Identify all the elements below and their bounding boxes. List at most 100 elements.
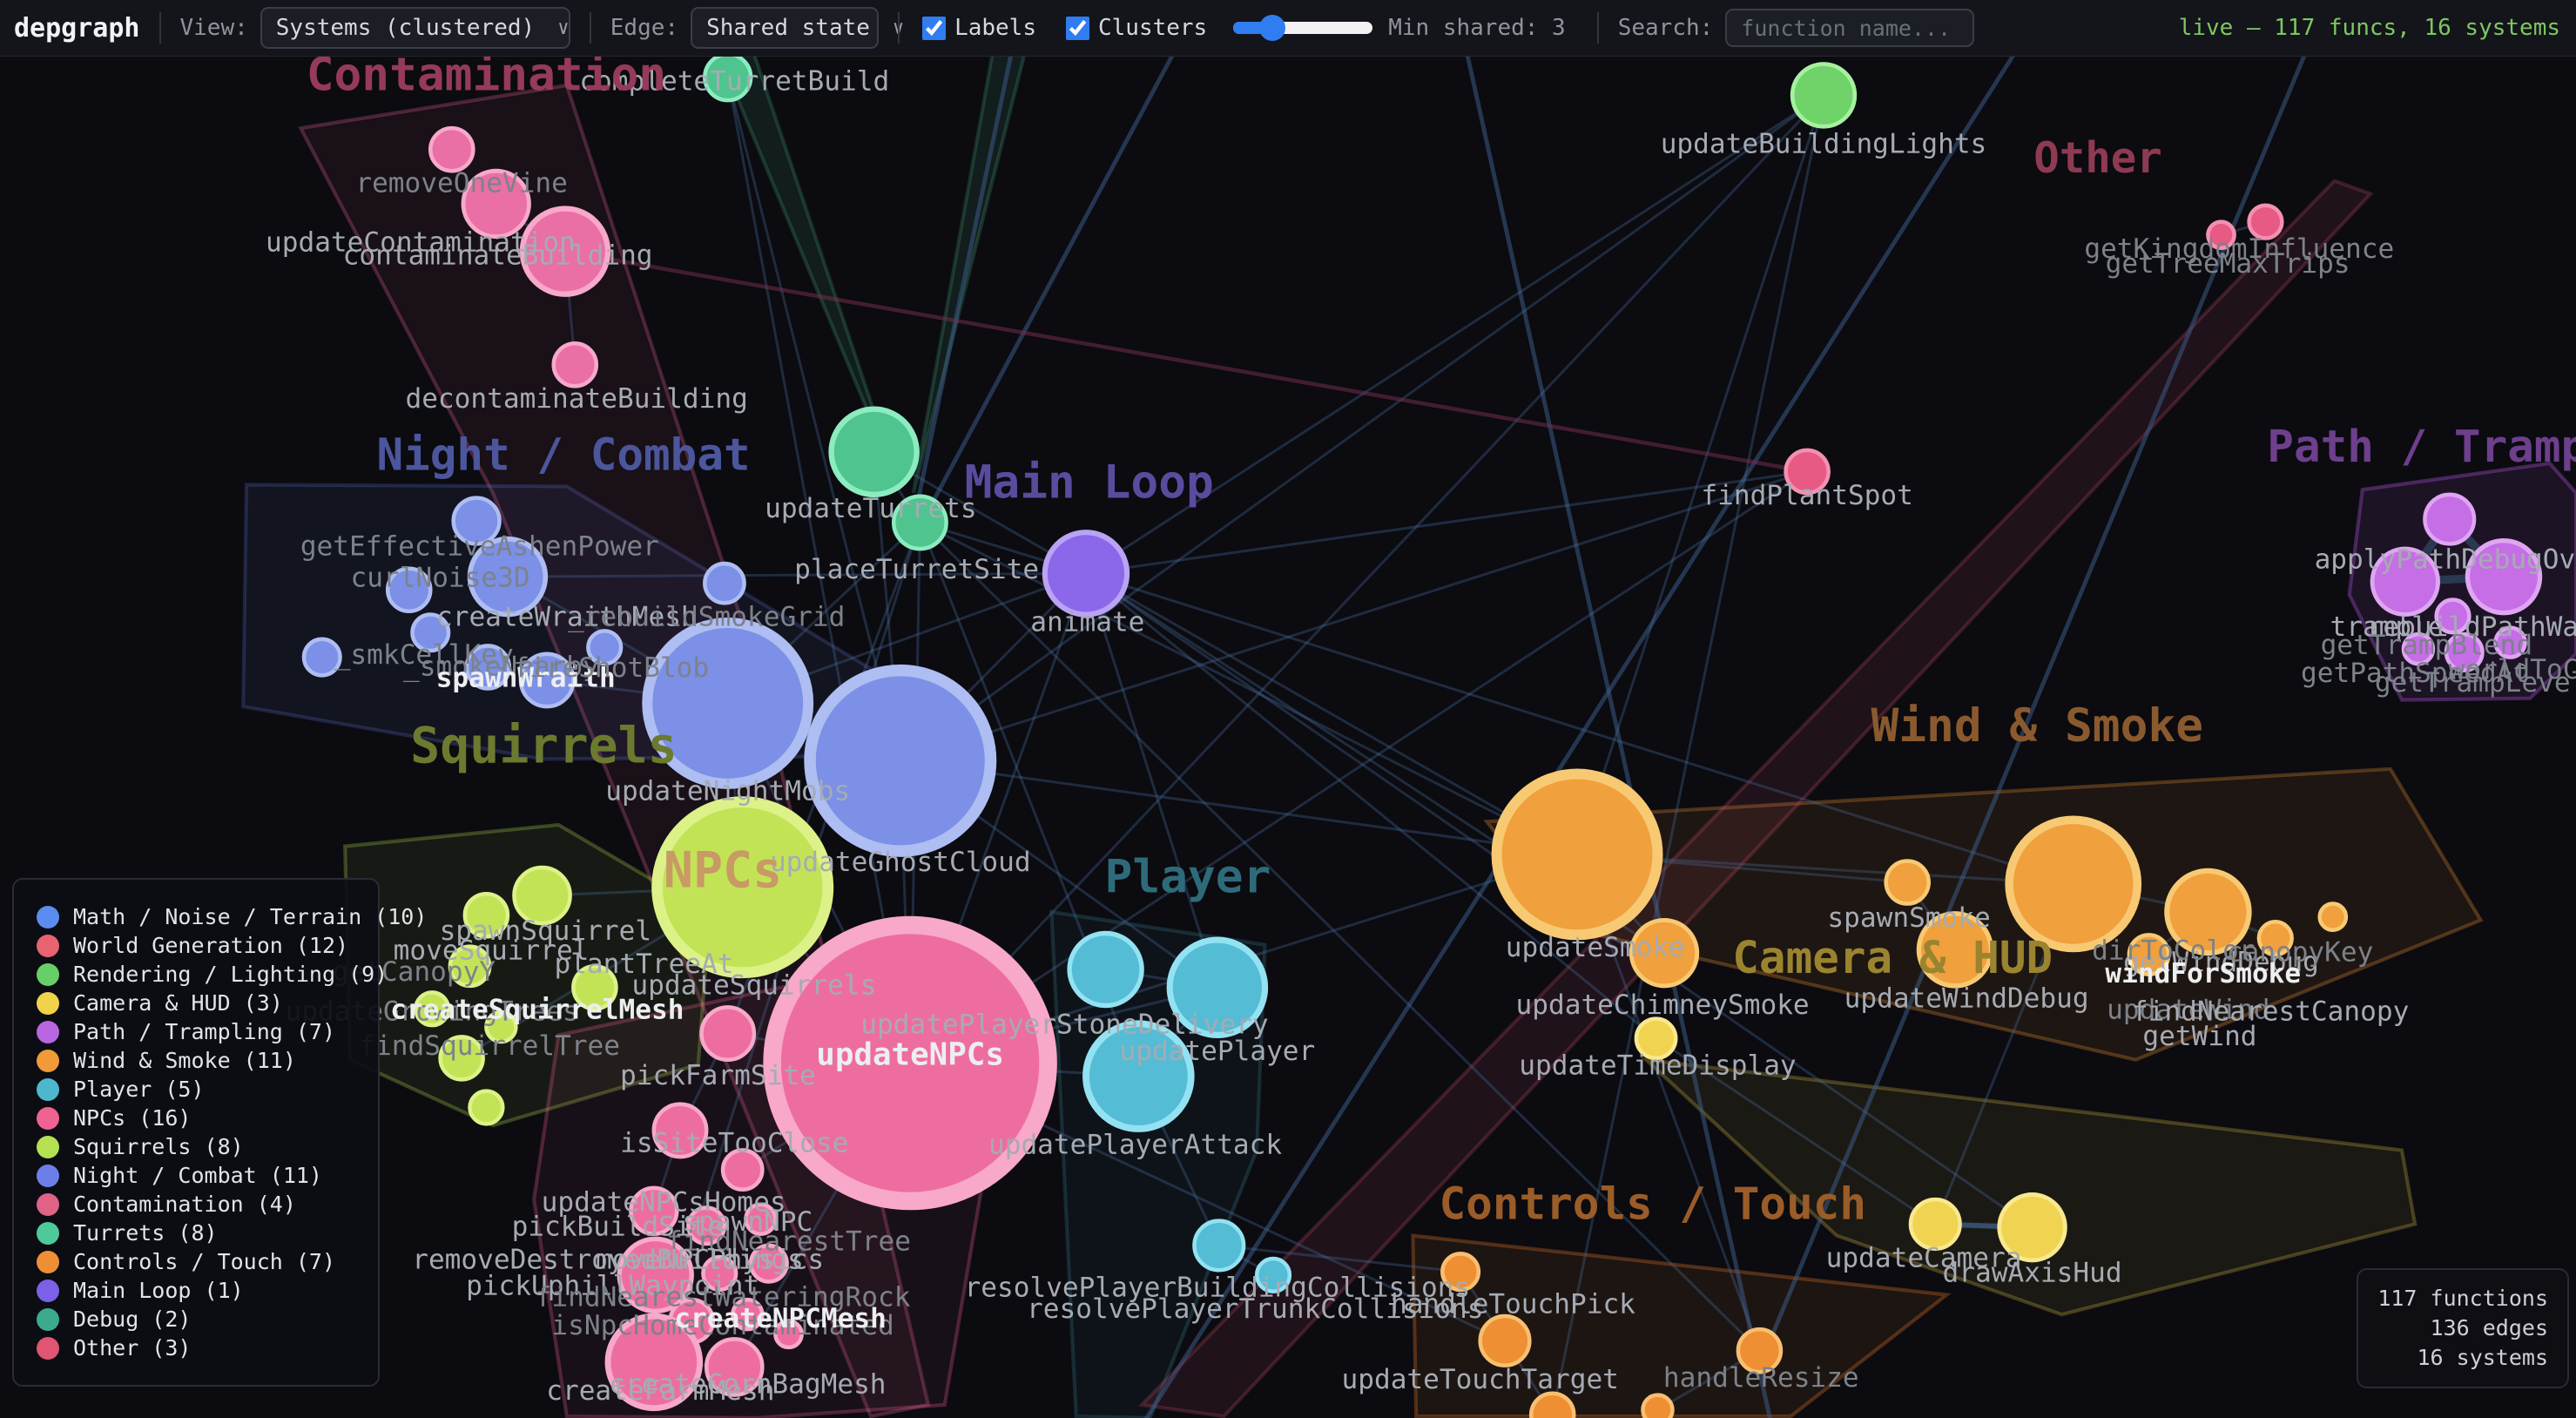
labels-checkbox[interactable] xyxy=(922,16,947,40)
graph-node-g1[interactable] xyxy=(1440,1252,1481,1293)
legend-item[interactable]: Camera & HUD (3) xyxy=(37,989,378,1017)
legend-item[interactable]: Turrets (8) xyxy=(37,1219,378,1247)
graph-node-p6[interactable] xyxy=(744,1202,778,1236)
clusters-checkbox[interactable] xyxy=(1065,16,1089,40)
graph-node-q5[interactable] xyxy=(2401,631,2436,666)
graph-node-g5[interactable] xyxy=(1641,1393,1675,1418)
graph-node-h2[interactable] xyxy=(1908,1197,1962,1251)
graph-node-s3[interactable] xyxy=(448,944,492,989)
graph-node-p12[interactable] xyxy=(604,1313,704,1412)
graph-node-p11[interactable] xyxy=(731,1297,765,1332)
graph-node-w9[interactable] xyxy=(2317,901,2349,932)
graph-node-n5[interactable] xyxy=(301,637,342,678)
graph-edge xyxy=(919,521,1761,1352)
graph-node-h1[interactable] xyxy=(1634,1016,1678,1061)
graph-node-o2[interactable] xyxy=(2247,203,2284,240)
legend-item[interactable]: Path / Trampling (7) xyxy=(37,1017,378,1046)
graph-node-t1[interactable] xyxy=(828,406,920,498)
graph-node-p3[interactable] xyxy=(720,1148,765,1192)
graph-node-p0[interactable] xyxy=(763,915,1057,1211)
graph-node-c2[interactable] xyxy=(461,168,531,240)
graph-node-n6[interactable] xyxy=(464,644,512,691)
legend-item[interactable]: Math / Noise / Terrain (10) xyxy=(37,902,427,931)
graph-node-g2[interactable] xyxy=(1478,1313,1532,1367)
slider-thumb[interactable] xyxy=(1259,15,1286,41)
graph-node-w2[interactable] xyxy=(1629,917,1700,989)
graph-node-n11[interactable] xyxy=(703,561,746,605)
graph-node-q4[interactable] xyxy=(2434,598,2471,635)
graph-node-n3[interactable] xyxy=(385,566,433,614)
graph-node-q1[interactable] xyxy=(2423,492,2477,546)
graph-node-q3[interactable] xyxy=(2465,537,2543,616)
graph-node-y5[interactable] xyxy=(1254,1256,1292,1294)
graph-node-n10[interactable] xyxy=(804,664,997,857)
graph-node-s7[interactable] xyxy=(484,1009,518,1044)
graph-node-n9[interactable] xyxy=(642,617,814,789)
graph-node-y4[interactable] xyxy=(1192,1219,1246,1273)
graph-node-w4[interactable] xyxy=(1916,911,1994,989)
graph-node-c4[interactable] xyxy=(551,341,599,388)
graph-node-q6[interactable] xyxy=(2444,631,2485,672)
search-input[interactable] xyxy=(1725,9,1975,47)
legend-item[interactable]: Other (3) xyxy=(37,1334,378,1362)
graph-node-y2[interactable] xyxy=(1166,936,1269,1039)
edge-select[interactable]: Shared state ∨ xyxy=(691,7,904,49)
graph-node-p5[interactable] xyxy=(686,1205,727,1246)
legend-item[interactable]: Squirrels (8) xyxy=(37,1132,378,1161)
legend-item[interactable]: NPCs (16) xyxy=(37,1104,378,1132)
legend-item[interactable]: Debug (2) xyxy=(37,1305,378,1334)
graph-node-p14[interactable] xyxy=(773,1319,804,1350)
legend-color-dot xyxy=(37,1221,59,1245)
legend-item[interactable]: Wind & Smoke (11) xyxy=(37,1046,378,1075)
graph-node-w6[interactable] xyxy=(2164,868,2252,956)
graph-node-c3[interactable] xyxy=(519,206,611,297)
graph-node-n1[interactable] xyxy=(451,496,502,546)
legend-item[interactable]: Rendering / Lighting (9) xyxy=(37,960,388,989)
graph-node-y1[interactable] xyxy=(1067,930,1144,1009)
graph-node-o3[interactable] xyxy=(1784,448,1831,496)
graph-node-w8[interactable] xyxy=(2256,920,2294,957)
graph-node-y3[interactable] xyxy=(1082,1020,1195,1132)
legend-item[interactable]: Main Loop (1) xyxy=(37,1276,378,1305)
min-shared-slider[interactable] xyxy=(1233,15,1373,41)
graph-node-n4[interactable] xyxy=(410,612,451,653)
graph-node-o1[interactable] xyxy=(2206,219,2236,251)
graph-node-w5[interactable] xyxy=(2005,815,2142,953)
graph-node-s4[interactable] xyxy=(414,990,451,1028)
graph-node-q7[interactable] xyxy=(2493,625,2527,659)
graph-node-t2[interactable] xyxy=(891,494,948,551)
graph-node-s2[interactable] xyxy=(462,891,510,939)
graph-node-m1[interactable] xyxy=(1042,530,1130,618)
graph-node-h3[interactable] xyxy=(1997,1192,2067,1263)
graph-node-r1[interactable] xyxy=(1790,62,1858,129)
graph-node-g4[interactable] xyxy=(1528,1391,1576,1418)
graph-node-p13[interactable] xyxy=(704,1337,765,1397)
graph-node-p8[interactable] xyxy=(701,1254,738,1293)
legend-item[interactable]: Contamination (4) xyxy=(37,1190,378,1219)
graph-node-w3[interactable] xyxy=(1884,859,1931,906)
graph-node-p4[interactable] xyxy=(629,1185,679,1236)
graph-node-s1[interactable] xyxy=(512,865,572,926)
graph-node-q2[interactable] xyxy=(2370,546,2440,617)
graph-node-s9[interactable] xyxy=(651,796,834,979)
legend-item[interactable]: Controls / Touch (7) xyxy=(37,1247,378,1276)
graph-node-n2[interactable] xyxy=(467,536,549,618)
graph-node-s6[interactable] xyxy=(468,1089,505,1126)
legend-item[interactable]: Player (5) xyxy=(37,1075,378,1104)
graph-node-g3[interactable] xyxy=(1736,1327,1784,1374)
legend-item[interactable]: Night / Combat (11) xyxy=(37,1161,378,1190)
graph-node-n8[interactable] xyxy=(586,629,624,666)
graph-node-p9[interactable] xyxy=(748,1243,789,1284)
graph-node-p7[interactable] xyxy=(617,1236,694,1314)
graph-node-w1[interactable] xyxy=(1491,768,1663,941)
graph-node-p1[interactable] xyxy=(699,1005,757,1063)
graph-node-n7[interactable] xyxy=(518,652,576,709)
legend-item[interactable]: World Generation (12) xyxy=(37,931,378,960)
view-select[interactable]: Systems (clustered) ∨ xyxy=(260,7,570,49)
graph-node-s8[interactable] xyxy=(571,963,618,1011)
graph-node-s5[interactable] xyxy=(438,1035,485,1082)
graph-node-p2[interactable] xyxy=(651,1102,709,1159)
graph-node-c1[interactable] xyxy=(428,125,475,173)
graph-node-w7[interactable] xyxy=(2127,933,2171,976)
